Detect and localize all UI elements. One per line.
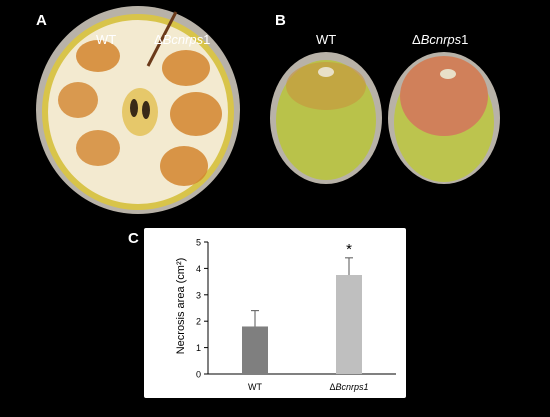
bar-wt [242,326,268,374]
mutant-suffix: 1 [461,32,469,47]
mutant-italic: Bcnrps [162,32,204,47]
y-tick-label: 2 [196,317,201,327]
significance-marker: * [346,241,352,258]
mutant-apple-rot [400,56,488,136]
panel-a-wt-label: WT [96,32,117,47]
panel-label-c: C [128,230,139,247]
y-tick-label: 5 [196,238,201,248]
y-tick-label: 4 [196,264,201,274]
panel-a-mutant-label: ΔBcnrps1 [154,32,210,47]
mutant-prefix: Δ [154,32,163,47]
seed [130,99,138,117]
lesion-spot [76,130,120,166]
bar-mutant [336,275,362,374]
seed [142,101,150,119]
y-axis-label: Necrosis area (cm²) [175,258,187,355]
lesion-spot [162,50,210,86]
panel-b-mutant-label: ΔBcnrps1 [412,32,468,47]
lesion-spot [76,40,120,72]
mutant-prefix: Δ [412,32,421,47]
lesion-spot [58,82,98,118]
mutant-italic: Bcnrps [420,32,462,47]
necrosis-chart-panel: Necrosis area (cm²) 0 1 2 3 4 5 WT * ΔBcnrps1 [144,228,406,398]
apple-stem [146,11,178,67]
lesion-spot [160,146,208,186]
wt-apple-calyx [318,67,334,77]
lesion-spot [170,92,222,136]
panel-b-wt-label: WT [316,32,337,47]
mutant-suffix: 1 [203,32,211,47]
x-tick-label: WT [248,382,262,392]
necrosis-bar-chart: Necrosis area (cm²) 0 1 2 3 4 5 WT * ΔBcnrps1 [175,238,396,392]
y-tick-label: 1 [196,343,201,353]
x-tick-label: ΔBcnrps1 [329,382,368,392]
wt-apple-blush [286,62,366,110]
panel-label-b: B [275,12,286,29]
cut-apple-core [122,88,158,136]
panel-label-a: A [36,12,47,29]
mutant-apple-calyx [440,69,456,79]
y-tick-label: 0 [196,370,201,380]
y-tick-label: 3 [196,290,201,300]
